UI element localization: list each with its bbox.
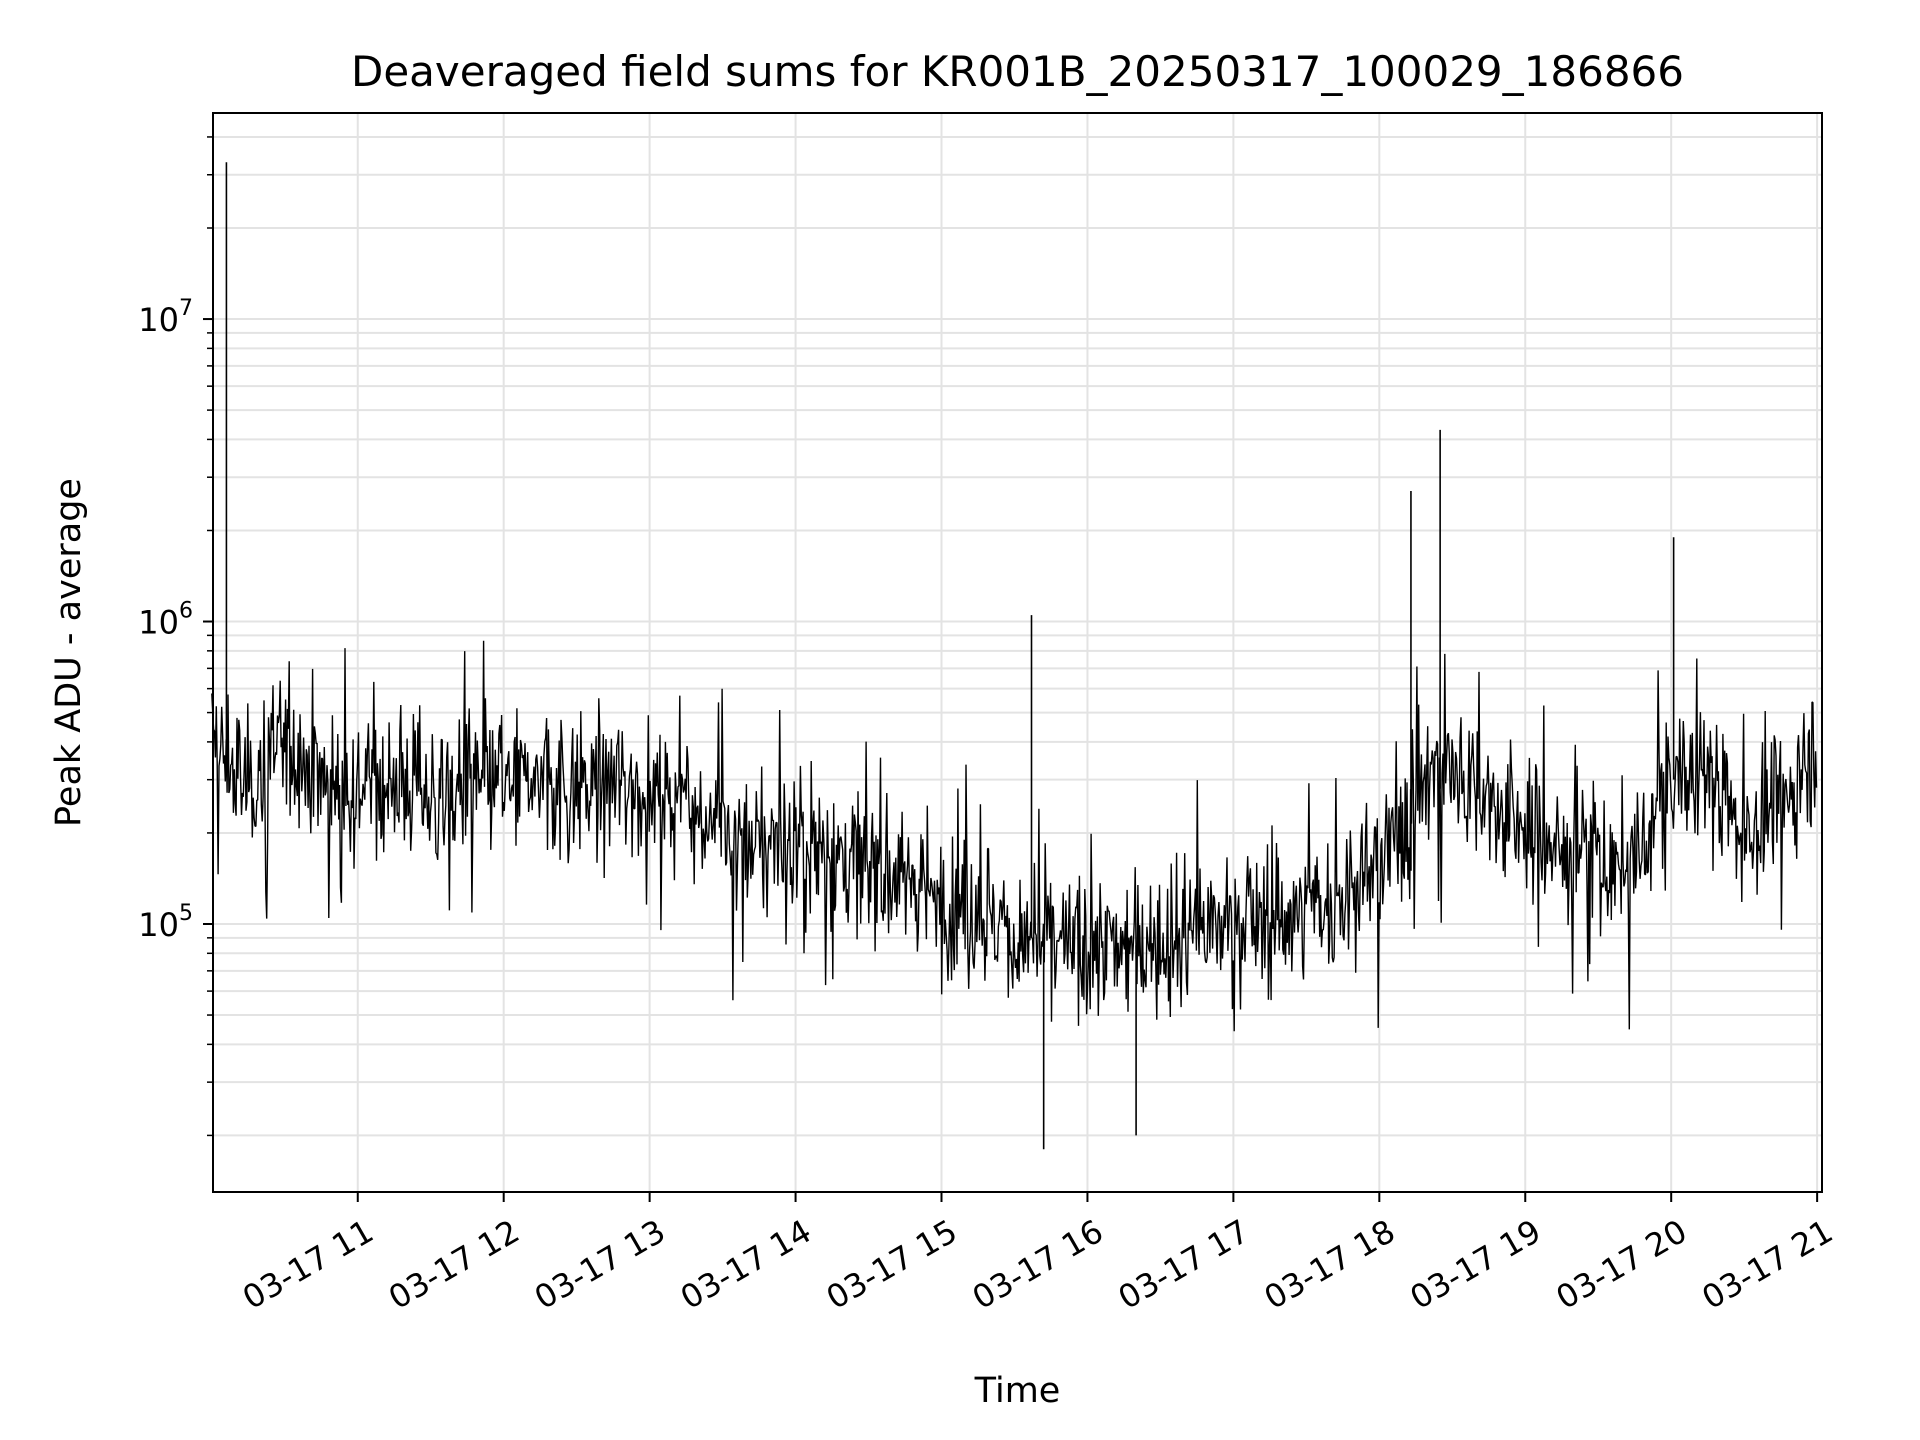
y-tick-label: 106 (138, 599, 193, 642)
plot-frame (212, 112, 1823, 1193)
x-tick-label: 03-17 11 (236, 1212, 380, 1317)
x-tick-label: 03-17 12 (382, 1212, 526, 1317)
x-tick-label: 03-17 16 (966, 1212, 1110, 1317)
x-tick-label: 03-17 15 (820, 1212, 964, 1317)
y-tick-label: 105 (138, 901, 193, 944)
chart-title: Deaveraged field sums for KR001B_2025031… (351, 47, 1684, 96)
y-tick-label: 107 (138, 296, 193, 339)
x-tick-label: 03-17 20 (1550, 1212, 1694, 1317)
x-tick-label: 03-17 19 (1404, 1212, 1548, 1317)
series-line (211, 640, 1818, 1032)
y-axis-title: Peak ADU - average (49, 478, 89, 827)
x-tick-label: 03-17 17 (1112, 1212, 1256, 1317)
x-tick-label: 03-17 18 (1258, 1212, 1402, 1317)
x-axis-title: Time (974, 1371, 1061, 1411)
x-tick-label: 03-17 14 (674, 1212, 818, 1317)
data-layer (211, 162, 1818, 1150)
grid (213, 113, 1822, 1192)
x-tick-label: 03-17 13 (528, 1212, 672, 1317)
x-tick-label: 03-17 21 (1696, 1212, 1840, 1317)
